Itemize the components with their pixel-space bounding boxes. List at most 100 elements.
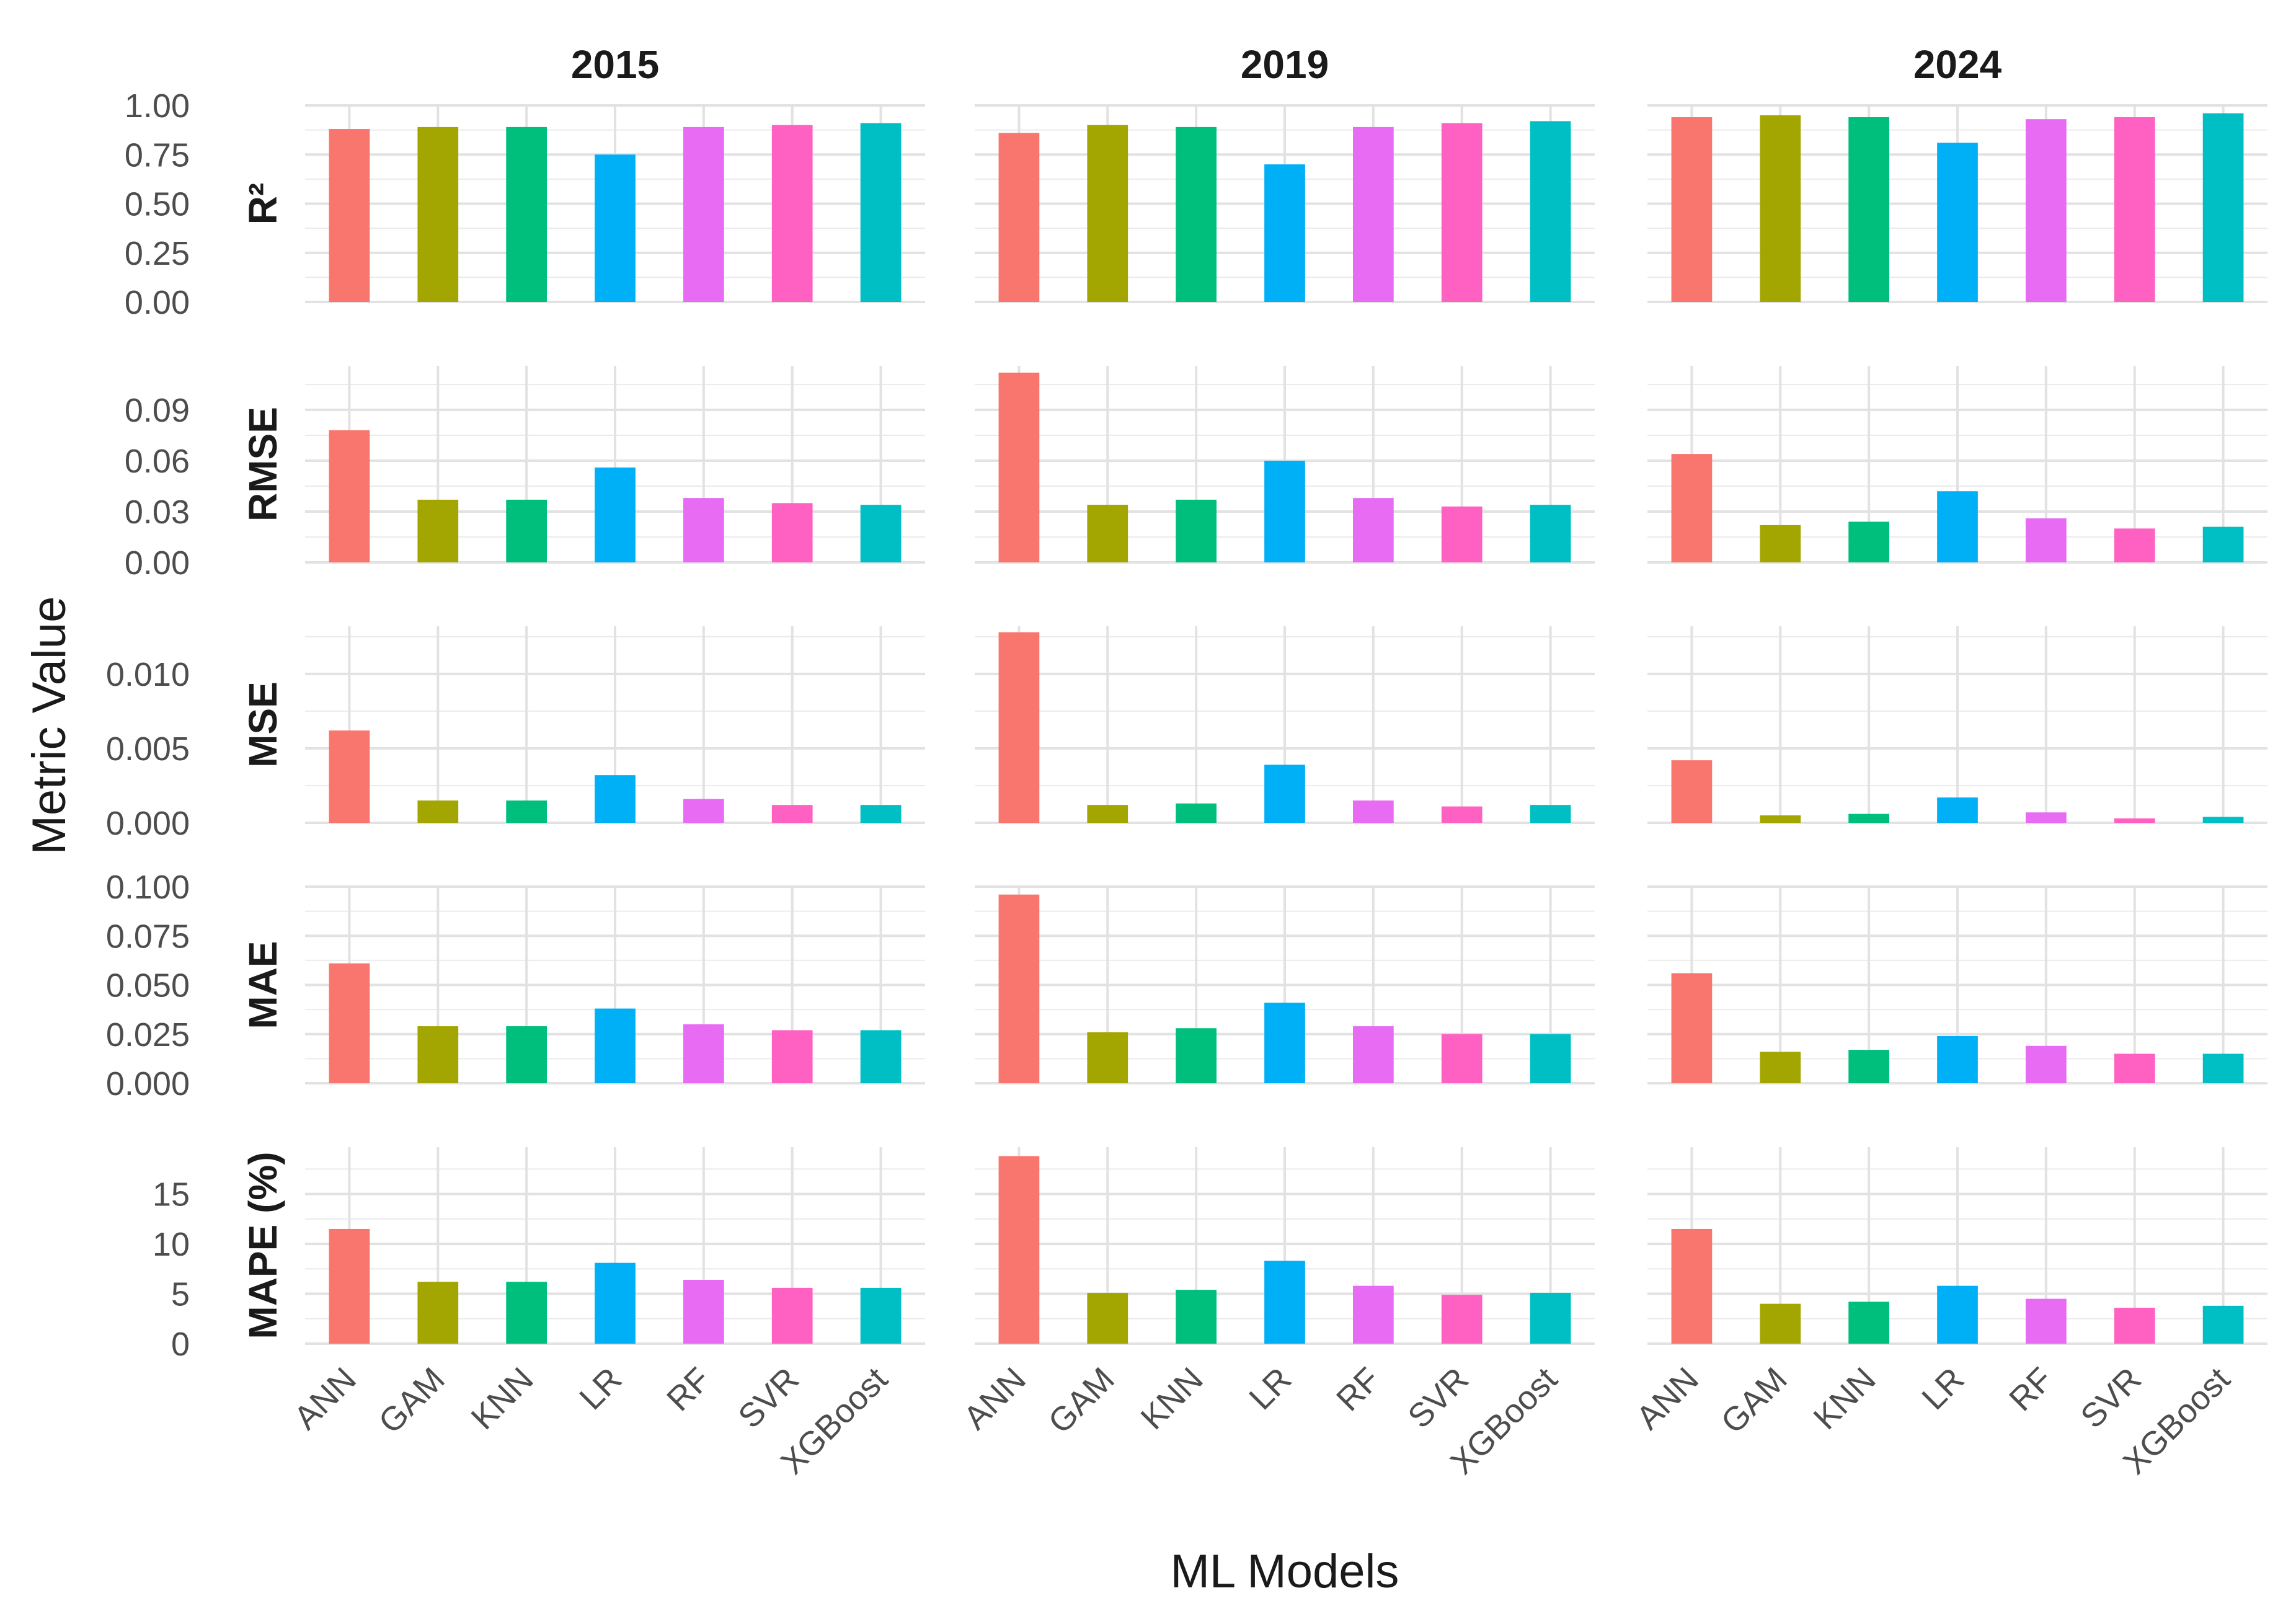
x-tick-label-rf: RF bbox=[1329, 1360, 1387, 1418]
y-tick-label-mse: 0.000 bbox=[106, 805, 190, 842]
panel-mae-2015 bbox=[305, 885, 925, 1084]
bar-mse-2015-knn bbox=[506, 800, 547, 823]
bar-r-2015-gam bbox=[417, 126, 459, 302]
bar-mse-2024-rf bbox=[2026, 812, 2067, 823]
bar-r-2015-ann bbox=[329, 129, 370, 303]
x-tick-label-lr: LR bbox=[1242, 1360, 1298, 1417]
y-tick-label-r: 0.50 bbox=[125, 186, 190, 223]
bar-mse-2024-knn bbox=[1848, 814, 1889, 823]
bar-mae-2015-ann bbox=[329, 963, 370, 1083]
bar-mae-2024-rf bbox=[2026, 1045, 2067, 1083]
x-tick-label-knn: KNN bbox=[464, 1360, 541, 1437]
bar-mape-2024-ann bbox=[1671, 1228, 1713, 1344]
bar-mae-2024-knn bbox=[1848, 1050, 1889, 1083]
panel-mae-2019 bbox=[975, 885, 1595, 1084]
x-axis-title: ML Models bbox=[1171, 1545, 1399, 1598]
panel-mse-2024 bbox=[1647, 626, 2267, 824]
panel-rmse-2024 bbox=[1647, 366, 2267, 564]
y-tick-label-r: 0.25 bbox=[125, 235, 190, 272]
panel-r-2015 bbox=[305, 104, 925, 303]
bar-mape-2015-lr bbox=[595, 1262, 636, 1344]
bar-rmse-2019-rf bbox=[1353, 498, 1394, 562]
bar-mape-2019-knn bbox=[1176, 1290, 1217, 1344]
y-tick-label-mae: 0.025 bbox=[106, 1016, 190, 1053]
bar-r-2024-lr bbox=[1937, 143, 1978, 303]
y-tick-label-rmse: 0.09 bbox=[125, 392, 190, 429]
bar-r-2015-svr bbox=[771, 125, 813, 302]
bar-r-2019-lr bbox=[1264, 164, 1305, 302]
bar-mse-2019-svr bbox=[1441, 806, 1483, 823]
facet-label-mse: MSE bbox=[241, 681, 285, 768]
x-tick-label-lr: LR bbox=[1915, 1360, 1971, 1417]
bar-mape-2019-svr bbox=[1441, 1295, 1483, 1344]
y-tick-label-mae: 0.100 bbox=[106, 869, 190, 906]
x-tick-label-svr: SVR bbox=[731, 1360, 806, 1435]
bar-r-2024-xgboost bbox=[2202, 113, 2244, 302]
facet-title-2024: 2024 bbox=[1913, 42, 2002, 87]
bar-rmse-2015-gam bbox=[417, 499, 459, 562]
y-tick-label-rmse: 0.00 bbox=[125, 544, 190, 582]
x-tick-label-gam: GAM bbox=[1714, 1360, 1794, 1440]
x-tick-label-ann: ANN bbox=[1629, 1360, 1706, 1437]
y-tick-label-mae: 0.050 bbox=[106, 967, 190, 1005]
bar-rmse-2015-svr bbox=[771, 503, 813, 562]
bar-rmse-2024-knn bbox=[1848, 521, 1889, 562]
bar-rmse-2024-gam bbox=[1760, 525, 1801, 562]
bar-mae-2015-xgboost bbox=[860, 1030, 902, 1083]
bar-rmse-2019-xgboost bbox=[1530, 505, 1571, 562]
x-tick-label-rf: RF bbox=[2002, 1360, 2060, 1418]
bar-mse-2019-knn bbox=[1176, 803, 1217, 823]
bar-mae-2019-gam bbox=[1087, 1032, 1128, 1083]
bar-mse-2024-lr bbox=[1937, 797, 1978, 823]
bar-mse-2019-lr bbox=[1264, 765, 1305, 823]
y-tick-label-mae: 0.075 bbox=[106, 918, 190, 955]
y-tick-label-r: 0.75 bbox=[125, 136, 190, 174]
bar-mae-2015-svr bbox=[771, 1030, 813, 1083]
x-tick-label-gam: GAM bbox=[1041, 1360, 1121, 1440]
bar-mae-2019-lr bbox=[1264, 1003, 1305, 1083]
y-tick-label-mape: 10 bbox=[153, 1226, 190, 1263]
bar-mse-2015-ann bbox=[329, 730, 370, 823]
panel-r-2024 bbox=[1647, 104, 2267, 303]
bar-r-2015-rf bbox=[683, 126, 724, 302]
bar-mape-2015-svr bbox=[771, 1287, 813, 1344]
bar-rmse-2024-svr bbox=[2114, 528, 2155, 562]
bar-rmse-2015-rf bbox=[683, 498, 724, 562]
bar-mse-2015-svr bbox=[771, 805, 813, 823]
panel-rmse-2019 bbox=[975, 366, 1595, 564]
bar-mse-2024-gam bbox=[1760, 815, 1801, 823]
facet-label-mae: MAE bbox=[241, 941, 285, 1029]
bar-mape-2015-knn bbox=[506, 1282, 547, 1344]
facet-title-2015: 2015 bbox=[571, 42, 659, 87]
bar-mae-2019-svr bbox=[1441, 1034, 1483, 1083]
bar-rmse-2015-lr bbox=[595, 467, 636, 562]
bar-r-2019-gam bbox=[1087, 125, 1128, 302]
bar-mape-2019-gam bbox=[1087, 1292, 1128, 1344]
panel-mse-2019 bbox=[975, 626, 1595, 824]
bar-mae-2024-lr bbox=[1937, 1036, 1978, 1083]
bar-mape-2019-lr bbox=[1264, 1261, 1305, 1344]
x-tick-label-lr: LR bbox=[572, 1360, 629, 1417]
bar-r-2015-lr bbox=[595, 154, 636, 302]
bar-mae-2024-ann bbox=[1671, 973, 1713, 1083]
bar-mae-2015-rf bbox=[683, 1024, 724, 1083]
panel-mape-2015 bbox=[305, 1147, 925, 1345]
bar-mae-2015-gam bbox=[417, 1026, 459, 1083]
bar-mae-2019-ann bbox=[998, 894, 1040, 1083]
bar-mse-2024-xgboost bbox=[2202, 817, 2244, 823]
x-tick-label-gam: GAM bbox=[371, 1360, 451, 1440]
bar-r-2019-xgboost bbox=[1530, 121, 1571, 303]
panel-mse-2015 bbox=[305, 626, 925, 824]
bar-mae-2019-rf bbox=[1353, 1026, 1394, 1083]
bar-mse-2019-ann bbox=[998, 632, 1040, 823]
bar-mse-2015-xgboost bbox=[860, 805, 902, 823]
facet-label-mape: MAPE (%) bbox=[241, 1151, 285, 1339]
y-tick-label-r: 1.00 bbox=[125, 87, 190, 125]
x-tick-label-ann: ANN bbox=[957, 1360, 1033, 1437]
bar-rmse-2015-knn bbox=[506, 499, 547, 562]
bar-rmse-2024-xgboost bbox=[2202, 526, 2244, 562]
bar-mape-2015-rf bbox=[683, 1280, 724, 1344]
y-tick-label-mse: 0.005 bbox=[106, 730, 190, 768]
